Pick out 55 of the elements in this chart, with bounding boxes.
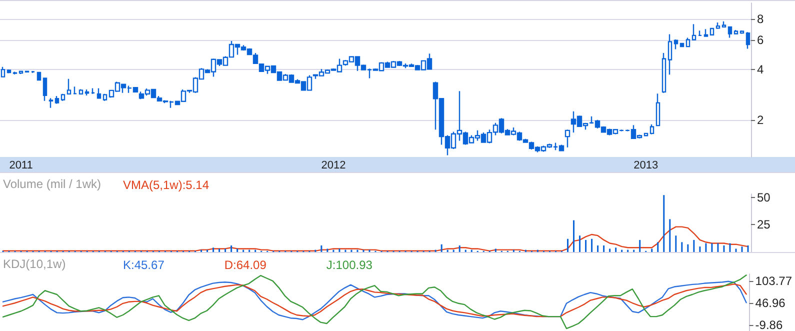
candlestick — [102, 93, 108, 102]
x-tick-label: 2013 — [634, 160, 658, 172]
candlestick — [656, 93, 660, 127]
candlestick — [674, 38, 678, 50]
candlestick — [662, 52, 666, 94]
candlestick — [96, 88, 102, 100]
line-series — [2, 226, 749, 252]
candlestick — [728, 26, 732, 38]
candlestick — [12, 71, 18, 76]
y-tick-label: 6 — [757, 33, 764, 48]
candlestick — [84, 88, 90, 96]
candlestick — [66, 78, 72, 96]
candlestick — [644, 132, 648, 137]
y-tick-label: 4 — [757, 62, 764, 77]
candlestick — [668, 34, 672, 76]
candlestick — [740, 30, 744, 34]
candlestick — [6, 68, 12, 74]
x-tick-label: 2011 — [9, 160, 33, 172]
candlestick — [722, 20, 726, 28]
series-label: D:64.09 — [224, 258, 267, 272]
candlestick — [48, 98, 54, 108]
y-tick-label: 25 — [757, 218, 771, 232]
candlestick — [54, 95, 60, 104]
candlestick — [710, 27, 714, 36]
series-label: J:100.93 — [326, 258, 373, 272]
candlestick — [692, 23, 696, 41]
candlestick — [0, 66, 6, 78]
candlestick — [90, 88, 96, 95]
candlestick — [680, 42, 684, 48]
y-tick-label: 50 — [757, 190, 771, 204]
y-tick-label: 2 — [757, 112, 764, 127]
y-tick-label: 8 — [757, 12, 764, 26]
candlestick — [686, 37, 690, 48]
y-tick-label: 103.77 — [755, 274, 792, 288]
candlestick — [18, 70, 24, 75]
chart-title: KDJ(10,1w) — [3, 257, 66, 271]
x-tick-label: 2012 — [321, 160, 346, 172]
text: VMA(5,1w):5.14 — [123, 178, 210, 192]
candlestick — [36, 72, 42, 82]
candlestick — [60, 93, 66, 102]
candlestick — [746, 31, 750, 50]
candlestick — [72, 86, 78, 95]
y-tick-label: 46.96 — [755, 296, 786, 310]
line-series — [2, 274, 747, 330]
candlestick — [716, 22, 720, 30]
candlestick — [734, 29, 738, 35]
candlestick — [78, 88, 84, 96]
chart-title: Volume (mil / 1wk) — [3, 177, 102, 191]
candlestick — [698, 30, 702, 37]
y-tick-label: -9.86 — [755, 318, 783, 331]
text: K:45.67 — [123, 258, 165, 272]
candlestick — [564, 128, 570, 148]
candlestick — [650, 124, 654, 135]
candlestick — [42, 77, 48, 102]
candlestick — [704, 28, 708, 38]
